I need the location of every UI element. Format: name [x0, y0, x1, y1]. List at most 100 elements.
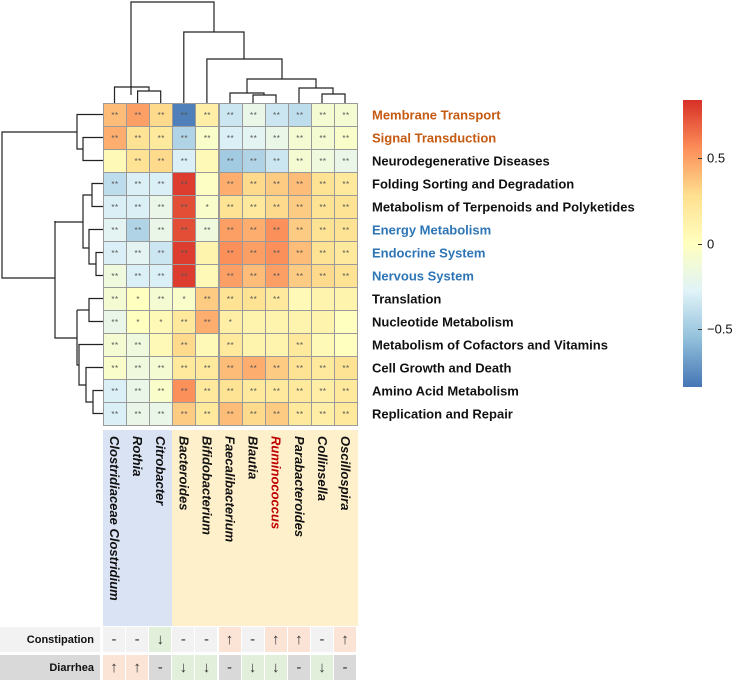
heatmap-cell: ** [172, 379, 197, 403]
heatmap-cell: ** [264, 287, 289, 311]
annotation-cell: - [195, 627, 218, 652]
heatmap-cell: ** [195, 356, 220, 380]
heatmap-cell: ** [172, 241, 197, 265]
heatmap-cell: ** [334, 149, 359, 173]
heatmap-cell: ** [287, 172, 312, 196]
heatmap-cell: * [126, 287, 151, 311]
heatmap-cell: ** [264, 172, 289, 196]
heatmap-cell: ** [126, 402, 151, 426]
column-band [310, 430, 335, 626]
heatmap-cell: ** [334, 126, 359, 150]
heatmap-cell: ** [103, 356, 128, 380]
colorbar-tick-label: −0.5 [707, 321, 733, 337]
heatmap-cell [310, 333, 335, 357]
heatmap-cell: ** [310, 402, 335, 426]
heatmap-cell: ** [241, 356, 266, 380]
row-label: Replication and Repair [372, 406, 513, 421]
heatmap-cell: ** [195, 402, 220, 426]
heatmap-cell: ** [241, 218, 266, 242]
row-label: Neurodegenerative Diseases [372, 153, 550, 168]
heatmap-cell: ** [172, 356, 197, 380]
colorbar [683, 100, 702, 387]
heatmap-cell: ** [264, 126, 289, 150]
heatmap-cell: ** [218, 103, 243, 127]
colorbar-tick-mark [698, 158, 702, 160]
heatmap-cell: ** [334, 218, 359, 242]
heatmap-cell [264, 310, 289, 334]
heatmap-cell: ** [172, 149, 197, 173]
heatmap-cell: ** [287, 218, 312, 242]
heatmap-cell: ** [103, 287, 128, 311]
annotation-cell: - [149, 655, 172, 680]
heatmap-cell: ** [241, 195, 266, 219]
heatmap-cell: ** [195, 126, 220, 150]
heatmap-cell: ** [218, 126, 243, 150]
heatmap-cell: ** [264, 149, 289, 173]
row-label: Energy Metabolism [372, 222, 492, 237]
column-band [195, 430, 219, 626]
heatmap-cell: ** [310, 195, 335, 219]
heatmap-cell: ** [287, 126, 312, 150]
heatmap-cell: ** [126, 379, 151, 403]
heatmap-cell: ** [218, 287, 243, 311]
annotation-cell: ↓ [310, 655, 333, 680]
colorbar-tick-mark [698, 328, 702, 330]
heatmap-cell: ** [103, 264, 128, 288]
heatmap-cell: ** [264, 402, 289, 426]
colorbar-tick-label: 0.5 [707, 150, 726, 166]
row-label: Nucleotide Metabolism [372, 314, 514, 329]
heatmap-cell [195, 241, 220, 265]
heatmap-cell: ** [241, 379, 266, 403]
row-dendrogram [1, 113, 103, 415]
heatmap-cell: ** [126, 149, 151, 173]
row-label: Translation [372, 291, 442, 306]
heatmap-cell [287, 310, 312, 334]
heatmap-cell: * [126, 310, 151, 334]
heatmap-cell: ** [310, 356, 335, 380]
column-label: Bifidobacterium [199, 436, 215, 535]
heatmap-cell: ** [103, 310, 128, 334]
heatmap-cell: ** [264, 264, 289, 288]
heatmap-cell: ** [149, 356, 174, 380]
heatmap-cell: ** [264, 218, 289, 242]
heatmap-cell: ** [264, 241, 289, 265]
heatmap-cell: ** [287, 379, 312, 403]
column-label: Citrobacter [153, 436, 169, 506]
heatmap-cell: ** [218, 195, 243, 219]
heatmap-cell [334, 287, 359, 311]
heatmap-cell: ** [126, 241, 151, 265]
heatmap-cell: ** [218, 264, 243, 288]
heatmap-cell: ** [149, 126, 174, 150]
heatmap-cell: ** [126, 172, 151, 196]
heatmap-cell: ** [126, 333, 151, 357]
column-band [126, 430, 150, 626]
heatmap-cell: ** [334, 402, 359, 426]
heatmap-cell: ** [310, 126, 335, 150]
heatmap-cell: ** [310, 149, 335, 173]
heatmap-cell [103, 149, 128, 173]
heatmap-cell: ** [264, 356, 289, 380]
heatmap-cell: ** [334, 356, 359, 380]
heatmap-cell: ** [264, 195, 289, 219]
heatmap-cell: ** [195, 310, 220, 334]
heatmap-cell: ** [241, 241, 266, 265]
heatmap-cell: ** [172, 402, 197, 426]
column-label: Ruminococcus [268, 436, 284, 530]
row-label: Membrane Transport [372, 107, 501, 122]
heatmap-cell: * [195, 195, 220, 219]
heatmap-cell: ** [287, 149, 312, 173]
heatmap-cell: ** [172, 195, 197, 219]
heatmap-cell: * [149, 310, 174, 334]
column-band [264, 430, 289, 626]
heatmap-cell: ** [195, 287, 220, 311]
column-band [149, 430, 173, 626]
heatmap-cell: ** [103, 333, 128, 357]
heatmap-cell: ** [103, 103, 128, 127]
column-label: Parabacteroides [291, 436, 307, 538]
annotation-cell: - [172, 627, 195, 652]
row-label: Endocrine System [372, 245, 486, 260]
heatmap-cell: ** [103, 402, 128, 426]
column-band [241, 430, 266, 626]
heatmap-cell: * [172, 287, 197, 311]
